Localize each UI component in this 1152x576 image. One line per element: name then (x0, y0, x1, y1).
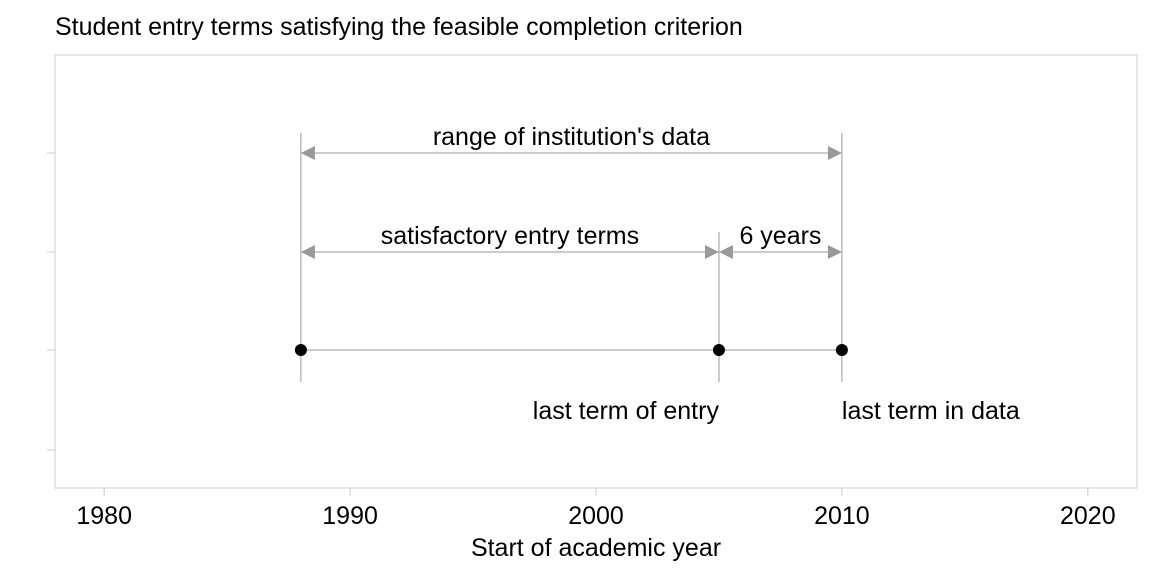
chart-title: Student entry terms satisfying the feasi… (55, 13, 743, 41)
satisfactory-arrow-head-right (704, 245, 719, 259)
last-data-point (835, 344, 848, 356)
last-data-label: last term in data (842, 397, 1020, 425)
range-start-point (294, 344, 307, 356)
satisfactory-label: satisfactory entry terms (381, 222, 639, 250)
x-tick-label: 2020 (1060, 502, 1116, 530)
x-axis: 1980 1990 2000 2010 2020 (76, 488, 1116, 530)
x-tick-label: 1990 (322, 502, 378, 530)
last-entry-label: last term of entry (533, 397, 720, 425)
data-range-arrow-head-right (827, 146, 842, 160)
x-tick-label: 1980 (76, 502, 132, 530)
x-axis-label: Start of academic year (471, 534, 721, 562)
x-tick-label: 2010 (814, 502, 870, 530)
satisfactory-arrow-head-left (300, 245, 315, 259)
gap-label: 6 years (739, 222, 821, 250)
data-range-arrow-head-left (300, 146, 315, 160)
gap-arrow-head-left (718, 245, 733, 259)
last-entry-point (712, 344, 725, 356)
gap-arrow-head-right (827, 245, 842, 259)
x-tick-label: 2000 (568, 502, 624, 530)
data-range-label: range of institution's data (433, 123, 710, 151)
